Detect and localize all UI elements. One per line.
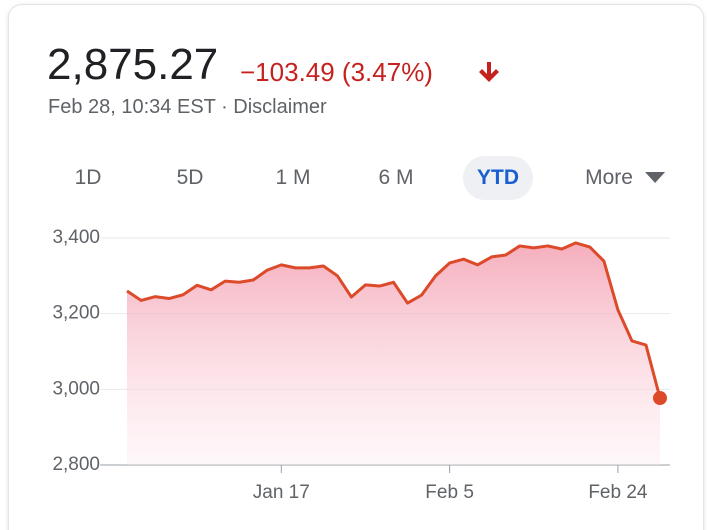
range-button[interactable]: 5D (176, 166, 204, 189)
price: 2,875.27 (47, 40, 219, 89)
x-tick-label: Feb 5 (425, 482, 474, 503)
y-tick-label: 3,000 (52, 378, 100, 399)
range-button[interactable]: 1 M (275, 166, 311, 189)
last-point (653, 391, 667, 406)
y-tick-label: 3,200 (52, 303, 100, 324)
price-line (126, 241, 662, 399)
x-tick-label: Feb 24 (588, 482, 648, 503)
area-fill (127, 242, 660, 465)
dropdown-icon (644, 172, 665, 183)
range-button[interactable]: More (571, 156, 679, 200)
timestamp: Feb 28, 10:34 EST · Disclaimer (48, 96, 327, 118)
range-button[interactable]: YTD (463, 156, 533, 200)
y-tick-label: 3,400 (52, 227, 100, 248)
range-button[interactable]: 6 M (378, 166, 414, 189)
down-arrow (479, 62, 499, 82)
y-tick-label: 2,800 (52, 454, 100, 475)
range-button[interactable]: 1D (74, 166, 102, 189)
x-tick-label: Jan 17 (253, 482, 310, 503)
price-change: −103.49 (3.47%) (240, 57, 433, 87)
